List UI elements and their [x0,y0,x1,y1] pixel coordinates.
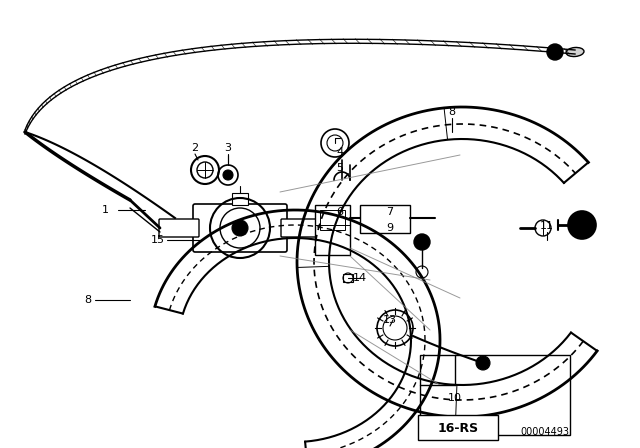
Text: 12: 12 [575,221,589,231]
Circle shape [547,44,563,60]
Text: 9: 9 [387,223,394,233]
Ellipse shape [566,47,584,56]
Text: 5: 5 [337,163,344,173]
Bar [320,210,345,230]
Text: 13: 13 [383,315,397,325]
Circle shape [223,170,233,180]
Bar [420,355,570,435]
Bar [232,193,248,205]
Text: 00004493: 00004493 [520,427,570,437]
Text: 14: 14 [353,273,367,283]
Circle shape [568,211,596,239]
Text: 1: 1 [102,205,109,215]
Circle shape [573,216,591,234]
Text: 10: 10 [448,393,462,403]
Text: 6: 6 [337,207,344,217]
Bar [343,274,353,282]
Bar [418,415,498,440]
Text: 7: 7 [387,207,394,217]
FancyBboxPatch shape [193,204,287,252]
FancyBboxPatch shape [281,219,321,237]
Text: 16-RS: 16-RS [437,422,479,435]
Text: 2: 2 [191,143,198,153]
Bar [360,205,410,233]
Circle shape [232,220,248,236]
Circle shape [418,238,426,246]
Circle shape [476,356,490,370]
Text: 8: 8 [84,295,92,305]
Circle shape [414,234,430,250]
FancyBboxPatch shape [159,219,199,237]
Text: 4: 4 [337,147,344,157]
Text: 8: 8 [449,107,456,117]
Text: 15: 15 [151,235,165,245]
Text: 11: 11 [540,221,554,231]
Bar [315,205,350,255]
Text: 3: 3 [225,143,232,153]
